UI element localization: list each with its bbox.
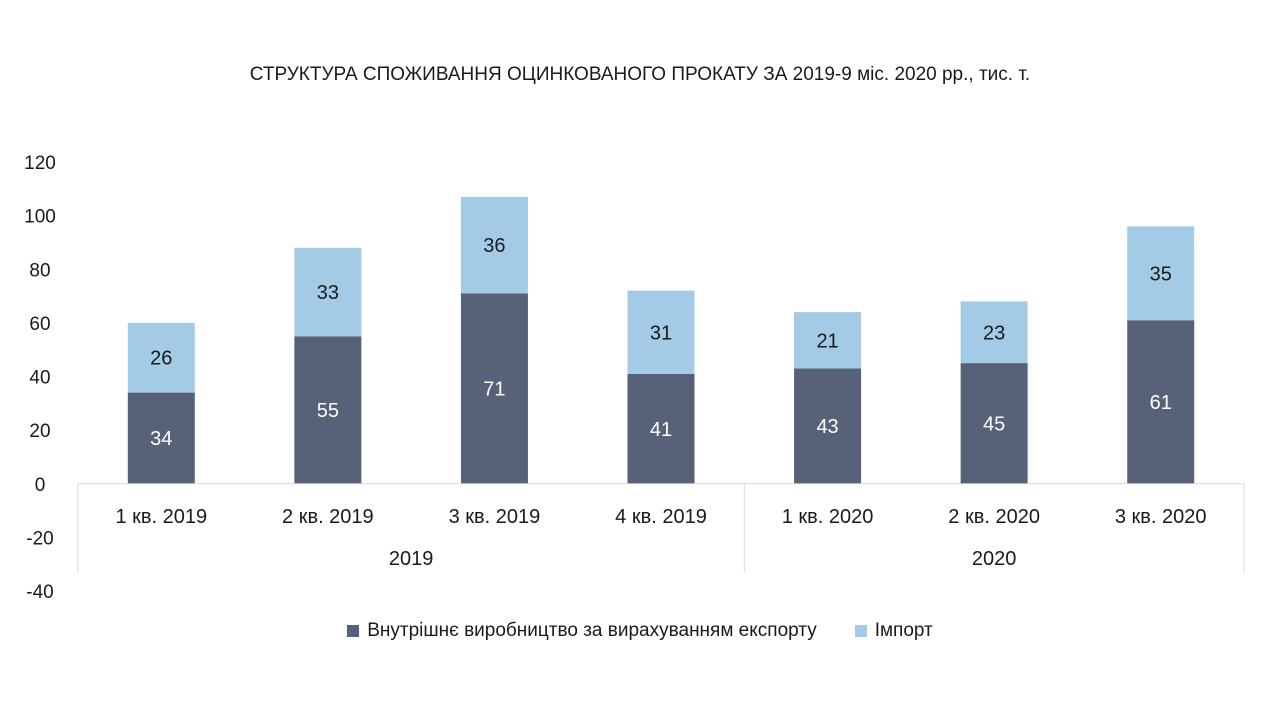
legend: Внутрішнє виробництво за вирахуванням ек… xyxy=(0,620,1280,642)
data-label-domestic: 43 xyxy=(816,416,838,438)
x-tick-label: 2 кв. 2020 xyxy=(948,506,1040,528)
chart-title: СТРУКТУРА СПОЖИВАННЯ ОЦИНКОВАНОГО ПРОКАТ… xyxy=(249,64,1031,85)
bar-domestic xyxy=(794,368,862,484)
data-label-domestic: 71 xyxy=(483,379,505,401)
bar-domestic xyxy=(460,293,528,484)
bar-domestic xyxy=(627,373,695,484)
x-tick-label: 2 кв. 2019 xyxy=(282,506,374,528)
data-label-domestic: 34 xyxy=(150,428,172,450)
bar-import xyxy=(794,312,862,369)
data-label-import: 36 xyxy=(483,235,505,257)
bar-import xyxy=(294,247,362,337)
data-label-domestic: 45 xyxy=(983,413,1005,435)
group-label: 2019 xyxy=(389,548,434,570)
bar-domestic xyxy=(127,392,195,484)
bar-import xyxy=(960,301,1028,364)
legend-item-import: Імпорт xyxy=(854,620,933,642)
legend-label-domestic: Внутрішнє виробництво за вирахуванням ек… xyxy=(367,620,817,641)
y-tick-label: 60 xyxy=(29,314,50,335)
y-tick-label: 40 xyxy=(29,368,50,389)
x-tick-label: 4 кв. 2019 xyxy=(615,506,707,528)
bar-domestic xyxy=(960,363,1028,484)
data-label-import: 23 xyxy=(983,322,1005,344)
y-tick-label: -40 xyxy=(26,582,53,603)
data-label-import: 35 xyxy=(1150,263,1172,285)
x-tick-label: 3 кв. 2019 xyxy=(449,506,541,528)
y-tick-label: 20 xyxy=(29,421,50,442)
bar-import xyxy=(627,290,695,374)
legend-item-domestic: Внутрішнє виробництво за вирахуванням ек… xyxy=(347,620,817,642)
x-tick-label: 1 кв. 2019 xyxy=(115,506,207,528)
group-label: 2020 xyxy=(972,548,1017,570)
x-tick-label: 1 кв. 2020 xyxy=(782,506,874,528)
bar-import xyxy=(460,196,528,294)
x-tick-label: 3 кв. 2020 xyxy=(1115,506,1207,528)
bar-import xyxy=(1127,226,1195,321)
bar-domestic xyxy=(294,336,362,484)
y-tick-label: 0 xyxy=(35,475,46,496)
bar-import xyxy=(127,322,195,393)
y-tick-label: 100 xyxy=(24,207,56,228)
bar-domestic xyxy=(1127,320,1195,484)
data-label-import: 31 xyxy=(650,322,672,344)
data-label-import: 33 xyxy=(317,282,339,304)
data-label-import: 26 xyxy=(150,348,172,370)
y-tick-label: -20 xyxy=(26,528,53,549)
y-tick-label: 80 xyxy=(29,260,50,281)
y-tick-label: 120 xyxy=(24,153,56,174)
data-label-domestic: 55 xyxy=(317,400,339,422)
legend-label-import: Імпорт xyxy=(874,620,933,641)
data-label-import: 21 xyxy=(816,330,838,352)
data-label-domestic: 41 xyxy=(650,419,672,441)
legend-swatch-domestic xyxy=(347,625,360,637)
data-label-domestic: 61 xyxy=(1150,392,1172,414)
legend-swatch-import xyxy=(854,625,867,637)
